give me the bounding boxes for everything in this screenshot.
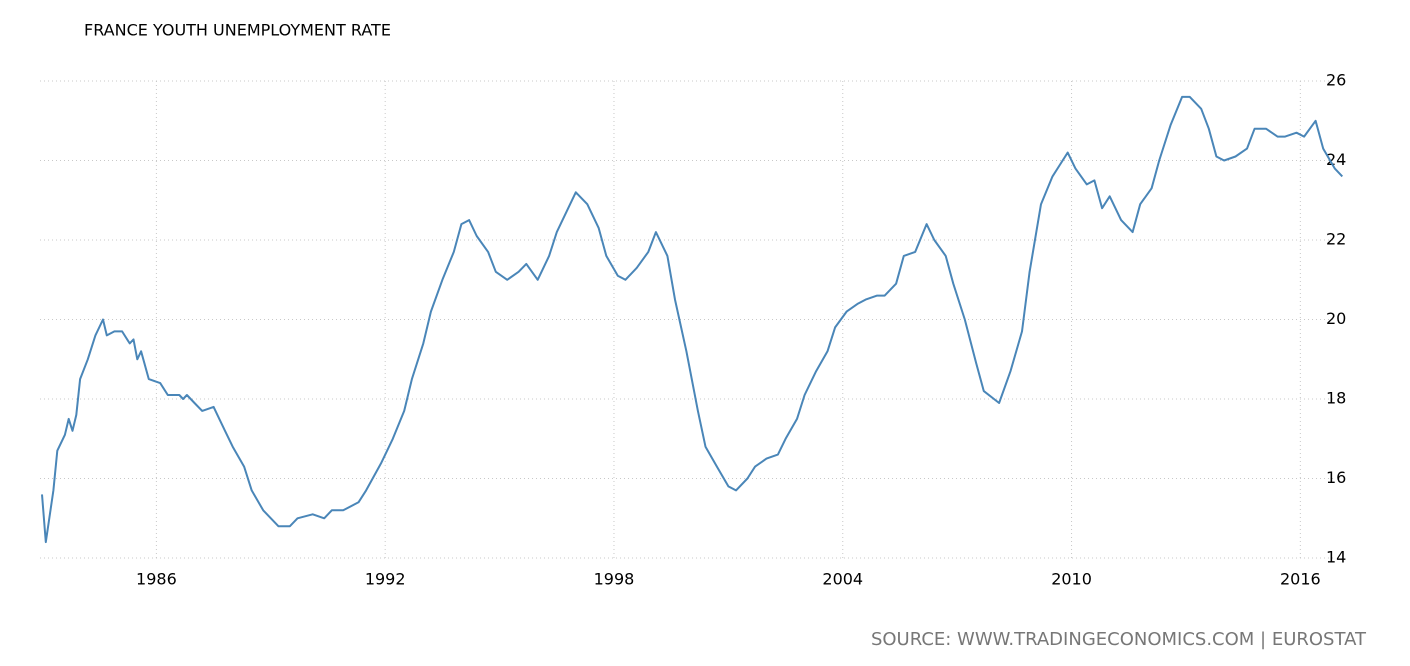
y-tick-label: 16	[1326, 468, 1346, 487]
x-tick-label: 1998	[594, 570, 635, 589]
y-tick-label: 24	[1326, 150, 1346, 169]
x-tick-label: 1992	[365, 570, 406, 589]
y-tick-label: 18	[1326, 389, 1346, 408]
x-tick-label: 2010	[1051, 570, 1092, 589]
y-tick-label: 14	[1326, 548, 1346, 567]
y-tick-label: 26	[1326, 71, 1346, 90]
y-tick-label: 22	[1326, 230, 1346, 249]
chart-title: FRANCE YOUTH UNEMPLOYMENT RATE	[84, 21, 391, 40]
y-tick-label: 20	[1326, 309, 1346, 328]
source: SOURCE: WWW.TRADINGECONOMICS.COM | EUROS…	[871, 629, 1367, 650]
line-series	[41, 95, 1344, 544]
x-tick-label: 1986	[136, 570, 177, 589]
x-tick-label: 2016	[1280, 570, 1321, 589]
x-tick-label: 2004	[822, 570, 863, 589]
